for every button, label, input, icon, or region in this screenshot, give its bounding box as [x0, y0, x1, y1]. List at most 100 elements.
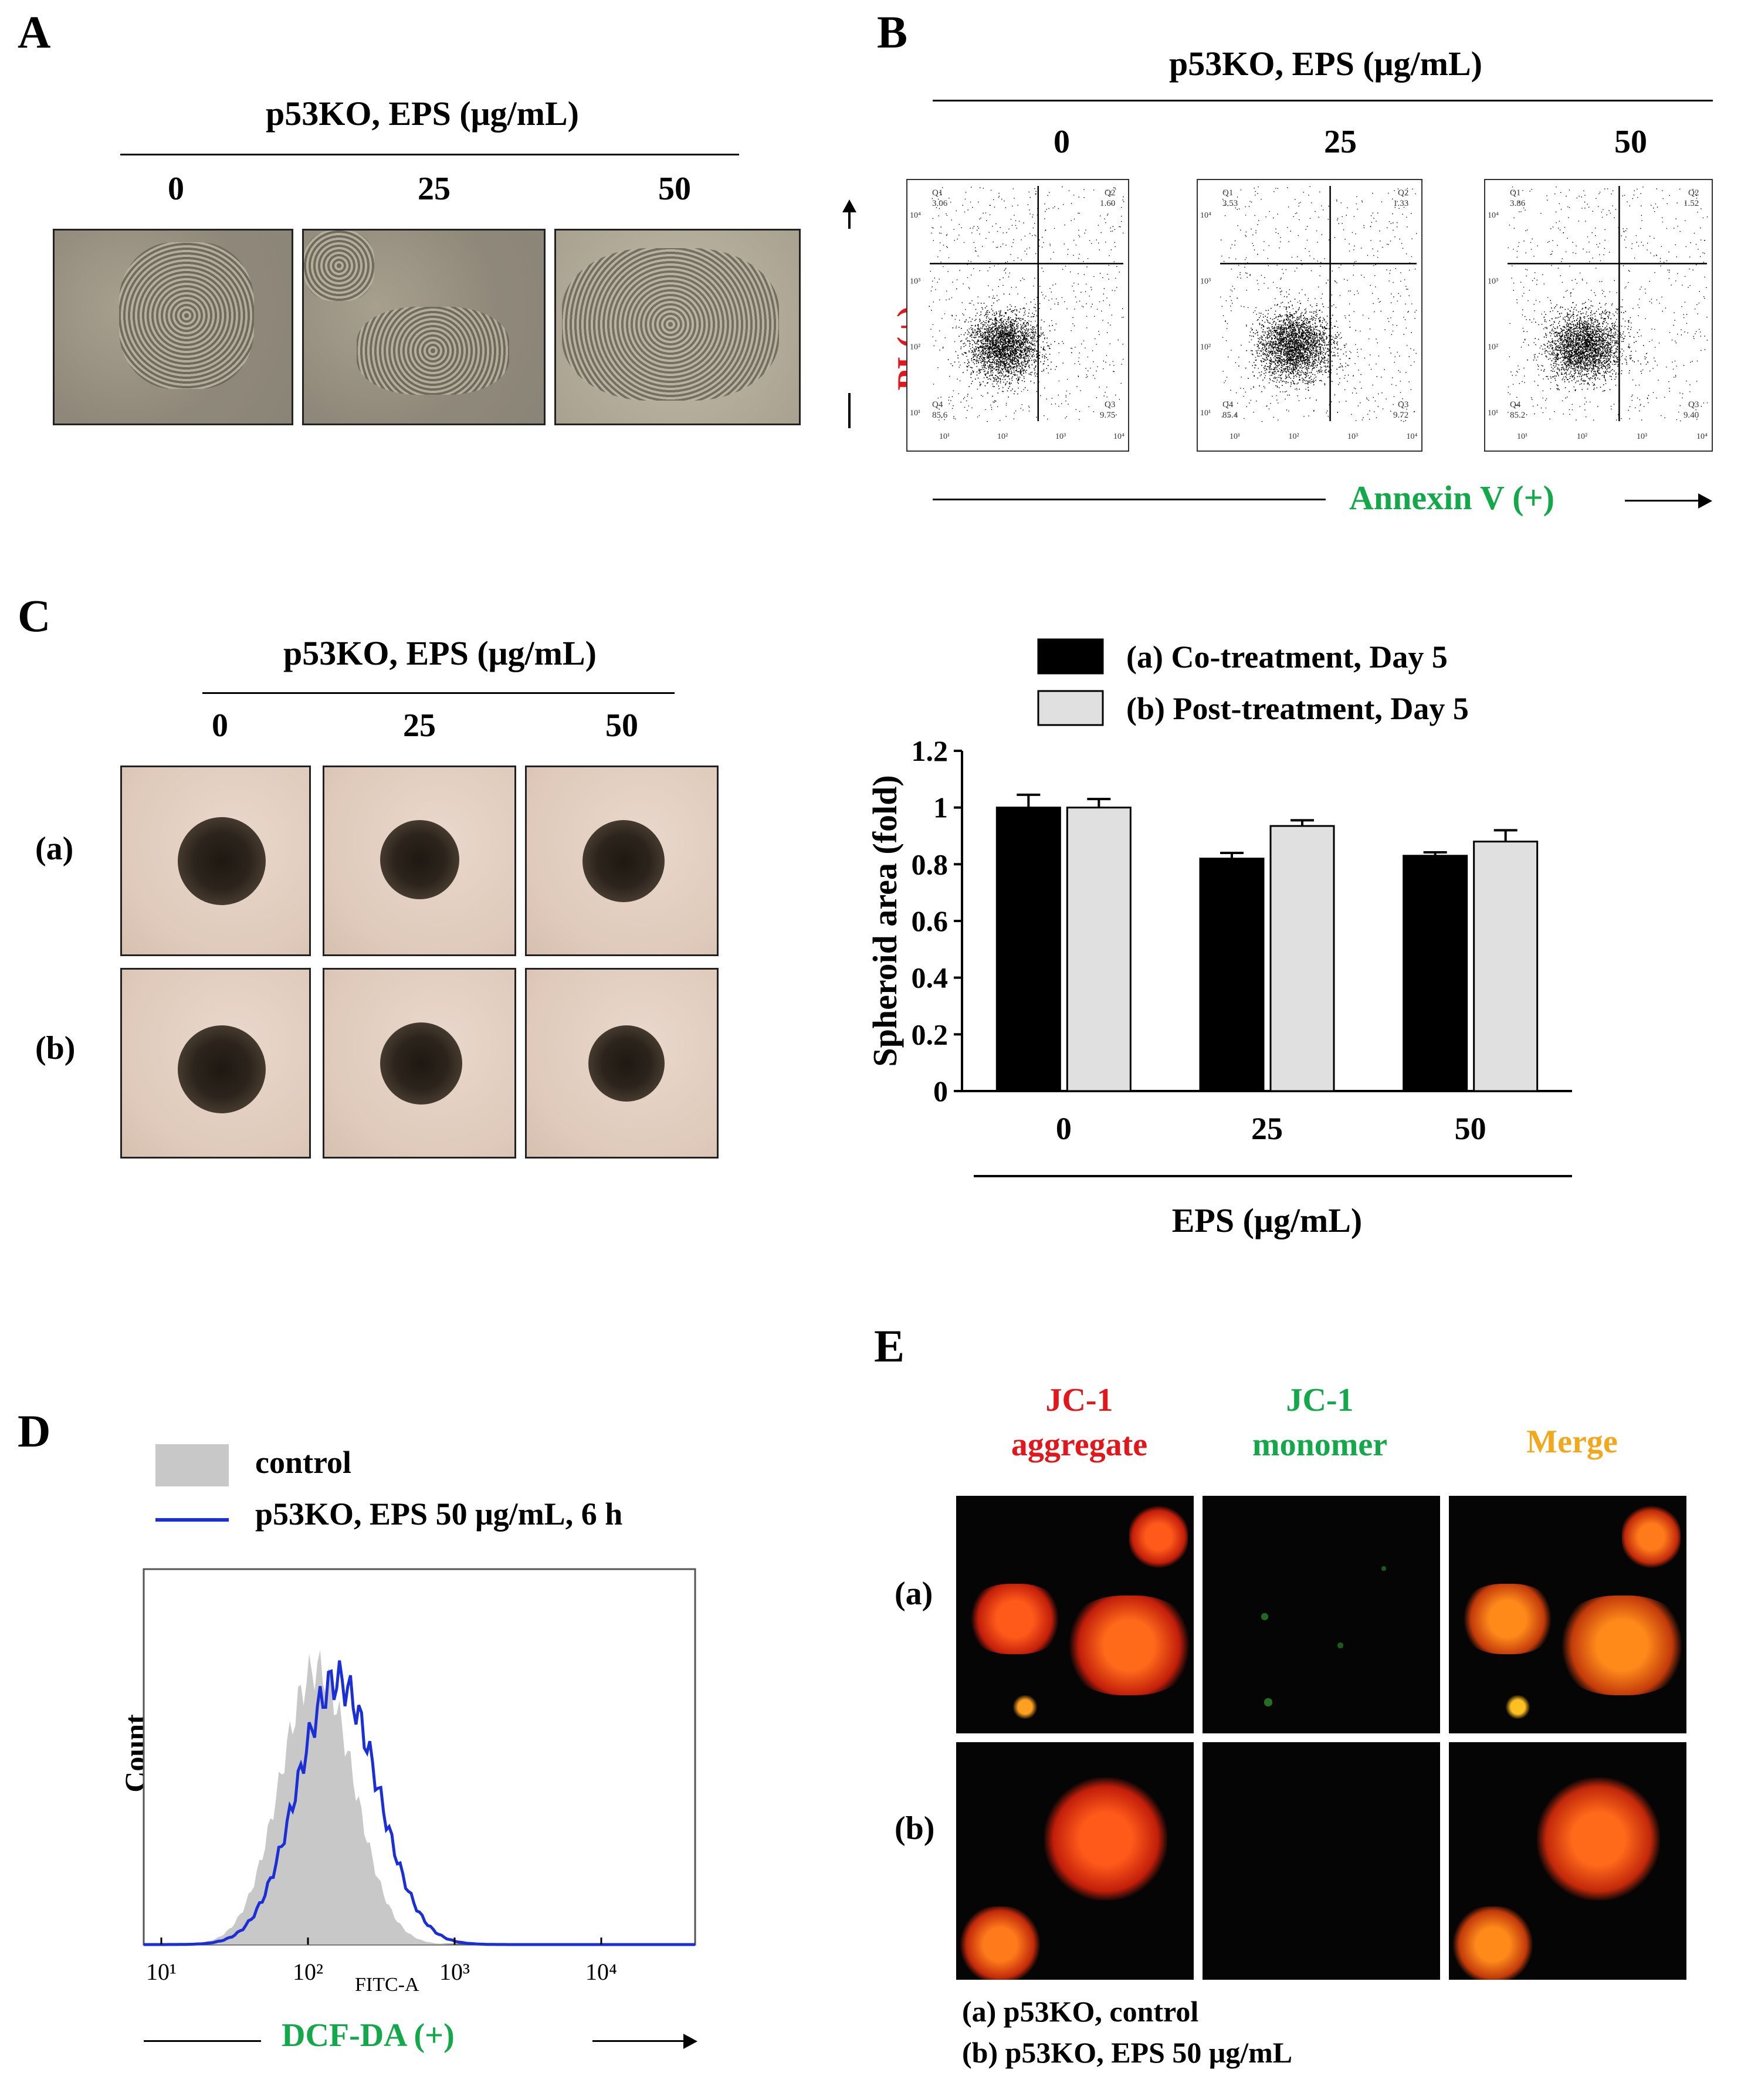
y-tick-label: 0.2: [912, 1018, 949, 1051]
q3-value: 9.75: [1100, 411, 1115, 420]
x-tick-label: 10²: [293, 1959, 323, 1985]
y-tick-label: 0.8: [912, 848, 949, 880]
q3-name: Q3: [1105, 400, 1115, 409]
y-tick-label: 1: [933, 791, 948, 824]
panel-b-title: p53KO, EPS (μg/mL): [1169, 45, 1482, 83]
scatter-points: [1508, 187, 1708, 422]
x-tick-label: 10⁴: [585, 1959, 617, 1985]
q3-value: 9.40: [1684, 411, 1699, 420]
q2-name: Q2: [1105, 188, 1115, 198]
panel-c-dose-25: 25: [403, 707, 436, 744]
panel-c-dose-0: 0: [212, 707, 228, 744]
q1-value: 3.86: [1510, 199, 1526, 208]
scatter-dots: [1508, 187, 1708, 422]
dcf-histogram: 10¹ 10² 10³ 10⁴: [143, 1568, 696, 1985]
legend-control-label: control: [255, 1445, 351, 1480]
arrow-right-icon: [683, 2034, 697, 2049]
scatter-dots: [1220, 186, 1417, 422]
scatter-points: [1220, 186, 1417, 422]
legend-eps-label: p53KO, EPS 50 μg/mL, 6 h: [255, 1496, 623, 1532]
x-tick-label: 10²: [997, 432, 1008, 441]
bar: [1403, 855, 1468, 1092]
flow-scatter: Q13.86 Q21.52 Q3 9.40 Q4 85.2 10¹ 10¹ 10² 10² 10³ 1…: [1488, 186, 1708, 441]
legend-control-swatch: [155, 1444, 229, 1486]
q4-value: 85.6: [932, 411, 948, 420]
y-tick-label: 10²: [910, 343, 920, 352]
flow-plot-50: Q1 3.86 Q2 1.52 Q3 9.40 Q4 85.2 10¹ 10¹ 10² 10² 10³ 1…: [1484, 179, 1713, 452]
legend-label: (a) Co-treatment, Day 5: [1126, 639, 1448, 675]
flow-plot-0: Q1 3.06 Q2 1.60 Q3 9.75 Q4 85.6 10¹ 10¹ 10² 10² 10³ 1…: [906, 179, 1129, 452]
y-tick-label: 10⁴: [1488, 211, 1499, 220]
panel-a-dose-0: 0: [168, 171, 184, 207]
panel-a-micrograph-25: [302, 229, 546, 425]
y-axis-tick-line: [848, 393, 851, 428]
y-tick-label: 10³: [910, 277, 920, 286]
y-tick-label: 10²: [1200, 343, 1211, 352]
q4-name: Q4: [932, 400, 943, 409]
x-tick-label: 10¹: [939, 432, 950, 441]
jc1-aggregate-b: [956, 1742, 1194, 1980]
y-tick-label: 0: [933, 1075, 948, 1107]
panel-a-micrograph-50: [554, 229, 801, 425]
bar: [1199, 858, 1265, 1092]
bar: [1269, 825, 1335, 1092]
panel-a-label: A: [18, 6, 51, 57]
panel-d-arrow-stem: [592, 2040, 686, 2042]
jc1-aggregate-a: [956, 1496, 1194, 1733]
q1-name: Q1: [1222, 188, 1233, 198]
scatter-dots: [929, 186, 1124, 422]
x-tick-label: 10³: [439, 1959, 470, 1985]
y-tick-label: 0.6: [912, 905, 949, 937]
arrow-up-stem: [848, 212, 851, 229]
flow-scatter: Q13.06 Q21.60 Q3 9.75 Q4 85.6 10¹ 10¹ 10² 10² 10³ 1…: [910, 186, 1124, 441]
panel-e-row-a: (a): [895, 1576, 933, 1612]
y-tick-label: 10³: [1488, 277, 1498, 286]
panel-c-row-b: (b): [35, 1030, 76, 1066]
panel-e-row-b: (b): [895, 1810, 935, 1847]
q4-name: Q4: [1510, 400, 1521, 409]
q4-value: 85.4: [1222, 411, 1238, 420]
control-histogram: [144, 1649, 695, 1945]
q2-value: 1.52: [1684, 199, 1699, 208]
legend-label: (b) Post-treatment, Day 5: [1126, 691, 1469, 726]
panel-c-label: C: [18, 590, 51, 641]
spheroid-a-25: [323, 766, 516, 956]
panel-b-dose-50: 50: [1614, 124, 1647, 160]
y-tick-label: 10⁴: [910, 211, 921, 220]
col-monomer-line1: JC-1: [1286, 1382, 1354, 1418]
arrow-right-icon: [1698, 493, 1712, 509]
spheroid-b-50: [525, 968, 719, 1159]
q4-name: Q4: [1222, 400, 1234, 409]
q2-name: Q2: [1398, 188, 1408, 198]
x-tick-label: 10⁴: [1407, 432, 1418, 441]
panel-b-x-rule: [933, 499, 1326, 500]
spheroid-a-0: [120, 766, 311, 956]
x-tick-label: 10¹: [1517, 432, 1527, 441]
x-tick-label: 0: [1056, 1111, 1072, 1146]
arrow-right-stem: [1625, 500, 1701, 502]
arrow-up-icon: [842, 199, 856, 212]
y-tick-label: 10¹: [1488, 409, 1498, 418]
panel-a-rule: [120, 154, 739, 155]
x-tick-label: 10¹: [1229, 432, 1240, 441]
panel-a-dose-50: 50: [658, 171, 691, 207]
y-tick-label: 10²: [1488, 343, 1498, 352]
panel-e-col-aggregate: JC-1 aggregate: [950, 1378, 1208, 1467]
panel-c-rule: [202, 692, 675, 694]
panel-a-title: p53KO, EPS (μg/mL): [266, 94, 579, 133]
bar: [1066, 807, 1132, 1092]
panel-b-dose-25: 25: [1324, 124, 1357, 160]
q1-name: Q1: [1510, 188, 1520, 198]
q2-value: 1.60: [1100, 199, 1115, 208]
x-tick-label: 10⁴: [1696, 432, 1708, 441]
q1-value: 3.53: [1222, 199, 1238, 208]
q1-value: 3.06: [932, 199, 948, 208]
panel-e-caption-b: (b) p53KO, EPS 50 μg/mL: [962, 2036, 1293, 2069]
scatter-points: [929, 186, 1124, 422]
jc1-monomer-a: [1203, 1496, 1440, 1733]
q4-value: 85.2: [1510, 411, 1525, 420]
x-tick-label: 10³: [1637, 432, 1647, 441]
y-axis-label: Spheroid area (fold): [868, 775, 904, 1066]
legend-eps-swatch: [155, 1518, 229, 1522]
y-tick-label: 10⁴: [1200, 211, 1211, 220]
